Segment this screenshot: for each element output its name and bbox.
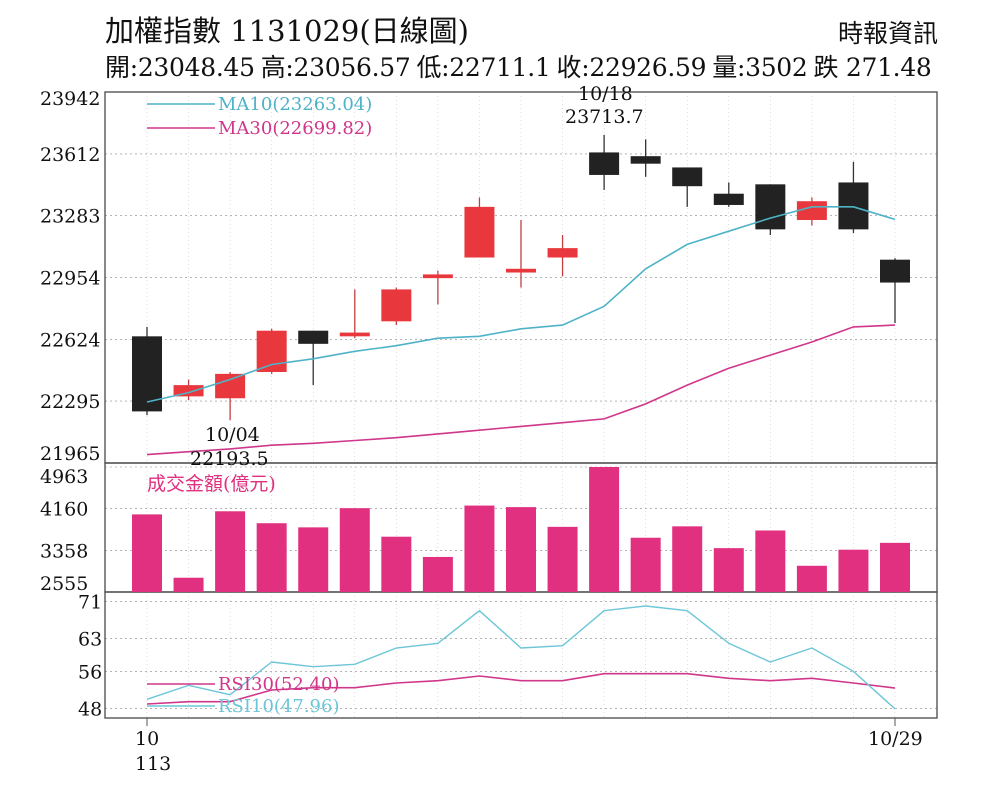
volume-bar xyxy=(298,527,329,592)
ohlc-summary: 開:23048.45 高:23056.57 低:22711.1 收:22926.59 量… xyxy=(105,48,938,84)
high-date-annotation: 10/18 xyxy=(578,83,633,105)
candle-up xyxy=(547,248,578,258)
rsi30-legend-label: RSI30(52.40) xyxy=(218,674,339,695)
volume-bar xyxy=(589,467,620,592)
volume-bar xyxy=(173,577,204,592)
low-value: 低:22711.1 xyxy=(416,53,551,82)
candle-down xyxy=(132,336,162,412)
volume-bar xyxy=(215,511,246,592)
x-start-label: 10 xyxy=(135,728,159,750)
rsi10-legend-label: RSI10(47.96) xyxy=(218,696,339,717)
volume-bar xyxy=(630,537,661,592)
volume-bar xyxy=(838,549,869,592)
candle-up xyxy=(464,206,495,258)
x-start-sublabel: 113 xyxy=(135,753,171,775)
high-value-annotation: 23713.7 xyxy=(565,106,644,128)
volume-bar xyxy=(672,526,703,592)
ma10-line xyxy=(146,206,896,403)
low-value-annotation: 22193.5 xyxy=(190,448,269,470)
volume-value: 量:3502 xyxy=(712,53,808,82)
open-value: 開:23048.45 xyxy=(105,53,255,82)
close-value: 收:22926.59 xyxy=(556,53,707,82)
volume-bar xyxy=(880,542,910,592)
rsi-y-tick-label: 71 xyxy=(78,591,102,613)
rsi-y-tick-label: 48 xyxy=(78,699,102,721)
volume-bar xyxy=(547,526,578,592)
high-value: 高:23056.57 xyxy=(260,53,411,82)
rsi30-line xyxy=(146,672,896,705)
low-date-annotation: 10/04 xyxy=(205,424,260,446)
rsi-y-tick-label: 56 xyxy=(78,661,102,683)
candle-up xyxy=(256,330,287,372)
volume-bar xyxy=(796,565,827,592)
volume-y-tick-label: 3358 xyxy=(40,540,88,562)
price-y-tick-label: 23942 xyxy=(40,88,100,110)
candle-up xyxy=(339,332,370,337)
candle-up xyxy=(422,274,453,279)
chart-title: 加權指數 1131029(日線圖) xyxy=(105,14,470,48)
price-y-tick-label: 21965 xyxy=(40,443,100,465)
candle-down xyxy=(630,156,661,164)
x-end-label: 10/29 xyxy=(868,728,923,750)
candle-down xyxy=(755,184,786,230)
price-y-tick-label: 22624 xyxy=(40,329,100,351)
candle-down xyxy=(838,182,869,230)
price-y-tick-label: 23612 xyxy=(40,144,100,166)
candle-down xyxy=(298,330,329,344)
volume-y-tick-label: 4160 xyxy=(40,499,88,521)
volume-bar xyxy=(422,556,453,592)
volume-bar xyxy=(506,507,536,592)
candle-down xyxy=(880,259,910,283)
volume-bar xyxy=(755,530,786,592)
candle-up xyxy=(215,373,246,399)
candle-up xyxy=(506,268,536,273)
candle-up xyxy=(796,201,827,220)
candle-down xyxy=(672,167,703,187)
price-y-tick-label: 23283 xyxy=(40,206,100,228)
change-value: 跌 271.48 xyxy=(813,53,932,82)
volume-bar xyxy=(464,505,495,592)
volume-y-tick-label: 2555 xyxy=(40,573,88,595)
price-y-tick-label: 22954 xyxy=(40,267,100,289)
volume-bar xyxy=(256,523,287,592)
volume-bar xyxy=(339,508,370,592)
data-source: 時報資訊 xyxy=(837,19,938,48)
candle-down xyxy=(713,193,744,205)
ma30-legend-label: MA30(22699.82) xyxy=(218,118,372,139)
ma30-line xyxy=(146,324,896,456)
candle-up xyxy=(381,289,412,322)
ma10-legend-label: MA10(23263.04) xyxy=(218,94,372,115)
rsi10-line xyxy=(146,605,896,710)
volume-y-tick-label: 4963 xyxy=(40,466,88,488)
rsi-y-tick-label: 63 xyxy=(78,629,102,651)
volume-title: 成交金額(億元) xyxy=(147,473,276,495)
candle-up xyxy=(173,385,204,397)
volume-bar xyxy=(132,514,162,592)
volume-bar xyxy=(713,548,744,592)
price-y-tick-label: 22295 xyxy=(40,391,100,413)
candle-down xyxy=(589,152,620,175)
volume-bar xyxy=(381,536,412,592)
